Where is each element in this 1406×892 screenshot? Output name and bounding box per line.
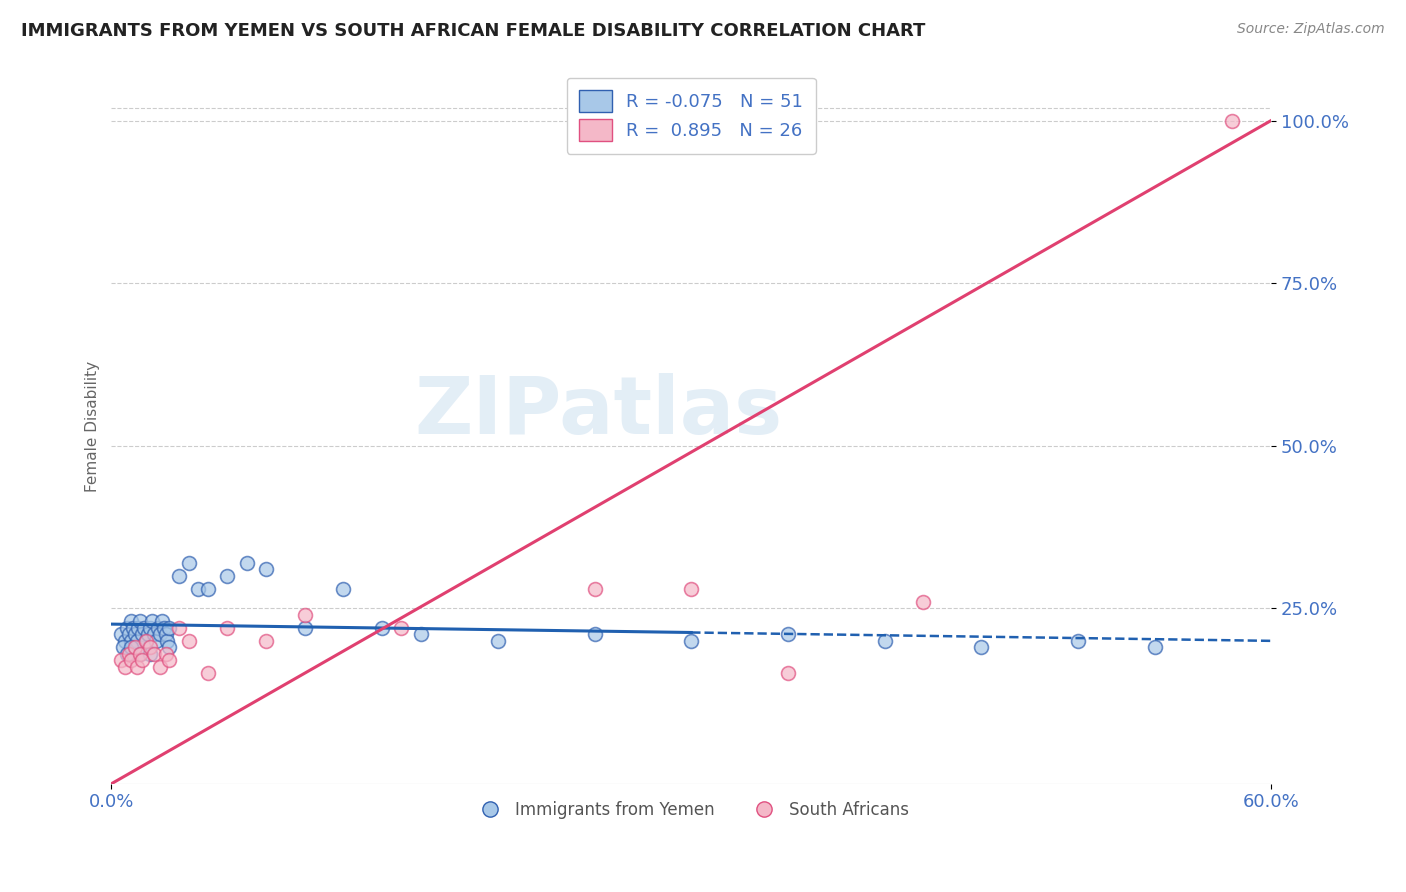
Point: [776, 666, 799, 681]
Point: [156, 633, 179, 648]
Point: [120, 614, 142, 628]
Point: [583, 582, 606, 596]
Point: [139, 621, 162, 635]
Point: [217, 568, 239, 582]
Point: [167, 568, 190, 582]
Text: Source: ZipAtlas.com: Source: ZipAtlas.com: [1237, 22, 1385, 37]
Point: [197, 582, 219, 596]
Legend: Immigrants from Yemen, South Africans: Immigrants from Yemen, South Africans: [467, 794, 917, 825]
Point: [115, 621, 138, 635]
Point: [131, 653, 153, 667]
Point: [1144, 640, 1167, 655]
Point: [409, 627, 432, 641]
Text: ZIPatlas: ZIPatlas: [415, 373, 783, 450]
Point: [124, 640, 146, 655]
Point: [1222, 113, 1244, 128]
Point: [145, 633, 167, 648]
Point: [371, 621, 394, 635]
Point: [583, 627, 606, 641]
Point: [118, 627, 141, 641]
Point: [139, 640, 162, 655]
Point: [120, 653, 142, 667]
Point: [124, 627, 146, 641]
Point: [970, 640, 993, 655]
Point: [157, 640, 180, 655]
Y-axis label: Female Disability: Female Disability: [86, 360, 100, 491]
Point: [121, 621, 143, 635]
Point: [114, 659, 136, 673]
Point: [125, 659, 148, 673]
Point: [1067, 633, 1090, 648]
Point: [254, 562, 277, 576]
Point: [118, 647, 141, 661]
Point: [142, 627, 165, 641]
Point: [139, 647, 162, 661]
Point: [135, 633, 157, 648]
Point: [235, 556, 257, 570]
Point: [681, 633, 703, 648]
Point: [129, 647, 152, 661]
Point: [332, 582, 354, 596]
Point: [912, 595, 935, 609]
Point: [197, 666, 219, 681]
Point: [873, 633, 896, 648]
Point: [111, 640, 134, 655]
Text: IMMIGRANTS FROM YEMEN VS SOUTH AFRICAN FEMALE DISABILITY CORRELATION CHART: IMMIGRANTS FROM YEMEN VS SOUTH AFRICAN F…: [21, 22, 925, 40]
Point: [131, 627, 153, 641]
Point: [294, 607, 316, 622]
Point: [120, 633, 142, 648]
Point: [187, 582, 209, 596]
Point: [157, 621, 180, 635]
Point: [486, 633, 509, 648]
Point: [149, 627, 172, 641]
Point: [152, 621, 174, 635]
Point: [157, 653, 180, 667]
Point: [110, 653, 132, 667]
Point: [142, 647, 165, 661]
Point: [141, 614, 163, 628]
Point: [254, 633, 277, 648]
Point: [129, 647, 152, 661]
Point: [135, 633, 157, 648]
Point: [129, 614, 152, 628]
Point: [150, 614, 173, 628]
Point: [177, 633, 200, 648]
Point: [217, 621, 239, 635]
Point: [149, 659, 172, 673]
Point: [125, 633, 148, 648]
Point: [389, 621, 412, 635]
Point: [127, 621, 149, 635]
Point: [114, 633, 136, 648]
Point: [120, 640, 142, 655]
Point: [155, 627, 177, 641]
Point: [115, 647, 138, 661]
Point: [146, 621, 169, 635]
Point: [681, 582, 703, 596]
Point: [155, 647, 177, 661]
Point: [776, 627, 799, 641]
Point: [110, 627, 132, 641]
Point: [134, 621, 156, 635]
Point: [167, 621, 190, 635]
Point: [177, 556, 200, 570]
Point: [294, 621, 316, 635]
Point: [136, 627, 159, 641]
